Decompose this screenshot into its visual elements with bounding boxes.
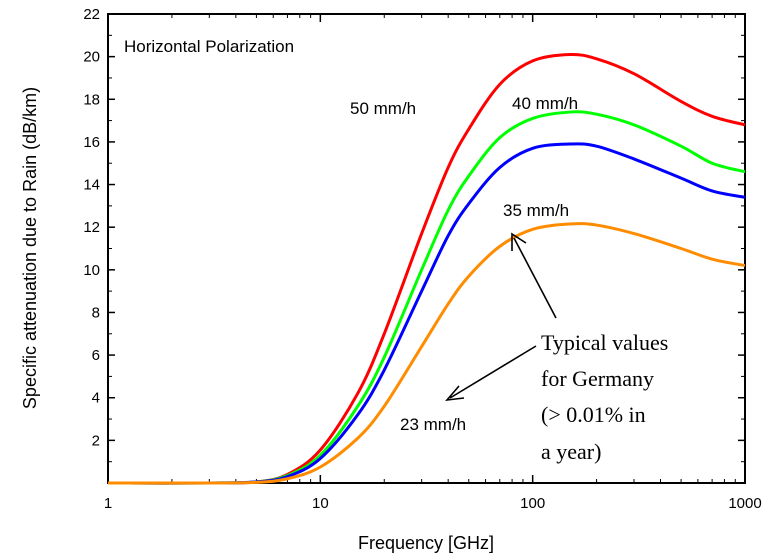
x-axis-title: Frequency [GHz] — [358, 533, 494, 553]
y-tick-label: 20 — [83, 49, 100, 66]
series-label-50: 50 mm/h — [350, 99, 416, 118]
y-tick-label: 16 — [83, 134, 100, 151]
y-axis-ticks: 2 4 6 8 10 12 14 16 18 20 22 — [83, 6, 745, 463]
y-tick-label: 22 — [83, 6, 100, 23]
series-line-4 — [107, 222, 746, 485]
y-tick-label: 2 — [92, 432, 100, 449]
plot-frame — [107, 13, 746, 484]
note-line-3: (> 0.01% in — [541, 402, 646, 427]
y-tick-label: 10 — [83, 262, 100, 279]
series-label-40: 40 mm/h — [512, 94, 578, 113]
annotation-arrows — [445, 232, 557, 402]
x-axis-ticks: 1 10 100 1000 — [104, 14, 762, 512]
y-tick-label: 12 — [83, 219, 100, 236]
series-label-23: 23 mm/h — [400, 415, 466, 434]
y-tick-label: 14 — [83, 177, 100, 194]
arrow-to-35-head — [511, 232, 527, 251]
arrow-to-23-head — [445, 385, 465, 402]
x-tick-label: 1 — [104, 495, 112, 512]
note-line-2: for Germany — [541, 366, 654, 391]
arrow-to-23-line — [449, 345, 537, 399]
note-line-1: Typical values — [541, 330, 668, 355]
series-label-35: 35 mm/h — [503, 201, 569, 220]
y-tick-label: 18 — [83, 91, 100, 108]
panel-title: Horizontal Polarization — [124, 37, 294, 56]
y-tick-label: 6 — [92, 347, 100, 364]
y-tick-label: 8 — [92, 304, 100, 321]
note-line-4: a year) — [541, 439, 601, 464]
x-tick-label: 10 — [312, 495, 329, 512]
series-lines — [107, 52, 746, 485]
y-axis-title: Specific attenuation due to Rain (dB/km) — [20, 87, 40, 409]
arrow-to-35-line — [513, 237, 557, 319]
x-tick-label: 1000 — [728, 495, 761, 512]
y-tick-label: 4 — [92, 390, 100, 407]
germany-note: Typical values for Germany (> 0.01% in a… — [541, 330, 668, 464]
x-tick-label: 100 — [520, 495, 545, 512]
